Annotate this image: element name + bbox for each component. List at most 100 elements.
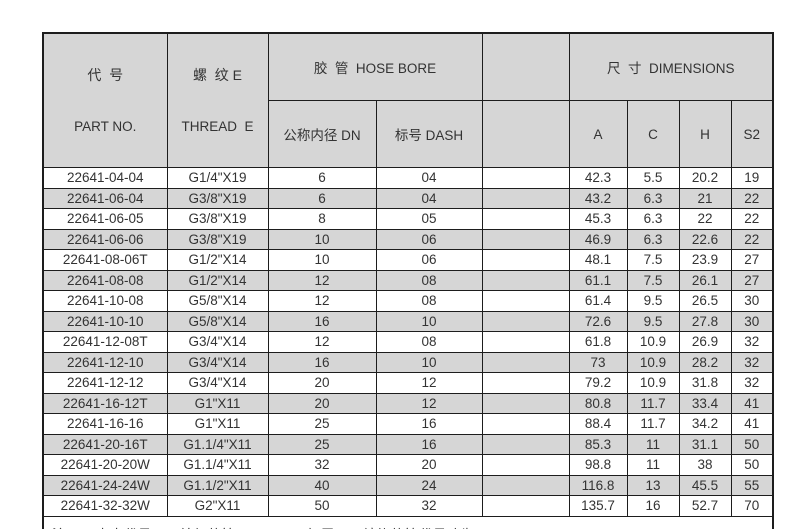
cell-dim-s2: 22 <box>730 228 774 250</box>
cell-part-no: 22641-08-06T <box>42 249 168 271</box>
cell-spacer <box>481 249 570 271</box>
notes-row: 注：1. 表中代号用于编织软管。2. 如需用于缠绕软管代号改为 22642-xx… <box>42 515 774 529</box>
cell-part-no: 22641-32-32W <box>42 495 168 517</box>
header-dim-a: A <box>568 100 628 168</box>
cell-part-no: 22641-20-16T <box>42 433 168 455</box>
cell-dn: 25 <box>267 413 377 435</box>
cell-dim-a: 42.3 <box>568 167 628 189</box>
cell-dim-a: 48.1 <box>568 249 628 271</box>
cell-dn: 20 <box>267 392 377 414</box>
cell-dim-s2: 41 <box>730 392 774 414</box>
cell-dim-c: 11.7 <box>626 392 680 414</box>
cell-dim-h: 23.9 <box>678 249 732 271</box>
cell-dim-c: 10.9 <box>626 331 680 353</box>
cell-spacer <box>481 372 570 394</box>
cell-spacer <box>481 290 570 312</box>
cell-thread: G1"X11 <box>166 392 269 414</box>
cell-dash: 10 <box>375 351 483 373</box>
cell-thread: G3/8"X19 <box>166 187 269 209</box>
cell-part-no: 22641-06-05 <box>42 208 168 230</box>
cell-thread: G1/2"X14 <box>166 269 269 291</box>
table-row: 22641-06-06 G3/8"X19 10 06 46.9 6.3 22.6 22 <box>42 228 774 250</box>
cell-dim-a: 98.8 <box>568 454 628 476</box>
cell-dash: 10 <box>375 310 483 332</box>
hose-fitting-spec-table: 代 号 PART NO. 螺 纹 E THREAD E 胶 管 HOSE BOR… <box>42 32 775 529</box>
cell-dn: 50 <box>267 495 377 517</box>
cell-dim-a: 79.2 <box>568 372 628 394</box>
cell-dim-h: 31.8 <box>678 372 732 394</box>
cell-dim-a: 72.6 <box>568 310 628 332</box>
header-dim-h: H <box>678 100 732 168</box>
cell-dim-h: 22 <box>678 208 732 230</box>
cell-dn: 32 <box>267 454 377 476</box>
table-row: 22641-12-10 G3/4"X14 16 10 73 10.9 28.2 32 <box>42 351 774 373</box>
cell-dim-h: 26.1 <box>678 269 732 291</box>
cell-dash: 08 <box>375 290 483 312</box>
cell-dim-a: 61.4 <box>568 290 628 312</box>
cell-dim-c: 6.3 <box>626 187 680 209</box>
cell-dn: 6 <box>267 187 377 209</box>
cell-dn: 16 <box>267 351 377 373</box>
cell-dim-h: 38 <box>678 454 732 476</box>
cell-dn: 12 <box>267 290 377 312</box>
cell-dim-c: 7.5 <box>626 249 680 271</box>
cell-spacer <box>481 208 570 230</box>
cell-part-no: 22641-10-08 <box>42 290 168 312</box>
cell-spacer <box>481 167 570 189</box>
cell-dash: 32 <box>375 495 483 517</box>
cell-spacer <box>481 413 570 435</box>
cell-dim-a: 85.3 <box>568 433 628 455</box>
table-row: 22641-10-08 G5/8"X14 12 08 61.4 9.5 26.5 30 <box>42 290 774 312</box>
cell-dim-h: 27.8 <box>678 310 732 332</box>
cell-dim-h: 45.5 <box>678 474 732 496</box>
cell-part-no: 22641-12-12 <box>42 372 168 394</box>
cell-dim-s2: 32 <box>730 331 774 353</box>
cell-part-no: 22641-12-10 <box>42 351 168 373</box>
cell-dim-s2: 41 <box>730 413 774 435</box>
cell-dim-c: 5.5 <box>626 167 680 189</box>
cell-thread: G1.1/4"X11 <box>166 454 269 476</box>
cell-dash: 05 <box>375 208 483 230</box>
note-zh-2: 2. 如需用于缠绕软管代号改为 22642-xx-xx。 <box>291 527 569 529</box>
cell-dim-s2: 55 <box>730 474 774 496</box>
cell-dim-c: 7.5 <box>626 269 680 291</box>
cell-thread: G1.1/2"X11 <box>166 474 269 496</box>
cell-dim-c: 11 <box>626 433 680 455</box>
cell-dim-c: 16 <box>626 495 680 517</box>
cell-dim-h: 22.6 <box>678 228 732 250</box>
cell-spacer <box>481 269 570 291</box>
cell-part-no: 22641-06-06 <box>42 228 168 250</box>
header-dn: 公称内径 DN <box>267 100 377 168</box>
cell-dash: 20 <box>375 454 483 476</box>
header-dimensions-group: 尺 寸 DIMENSIONS <box>568 32 774 102</box>
cell-part-no: 22641-04-04 <box>42 167 168 189</box>
cell-thread: G1"X11 <box>166 413 269 435</box>
cell-thread: G3/4"X14 <box>166 372 269 394</box>
cell-dim-h: 26.9 <box>678 331 732 353</box>
note-line-zh: 注：1. 表中代号用于编织软管。2. 如需用于缠绕软管代号改为 22642-xx… <box>52 524 764 529</box>
cell-dn: 40 <box>267 474 377 496</box>
cell-dn: 10 <box>267 249 377 271</box>
cell-dim-h: 20.2 <box>678 167 732 189</box>
cell-dim-a: 88.4 <box>568 413 628 435</box>
cell-spacer <box>481 392 570 414</box>
cell-thread: G1.1/4"X11 <box>166 433 269 455</box>
table-row: 22641-12-12 G3/4"X14 20 12 79.2 10.9 31.8 32 <box>42 372 774 394</box>
cell-part-no: 22641-16-12T <box>42 392 168 414</box>
header-spacer-top <box>481 32 570 102</box>
table-header: 代 号 PART NO. 螺 纹 E THREAD E 胶 管 HOSE BOR… <box>42 32 774 168</box>
table-row: 22641-04-04 G1/4"X19 6 04 42.3 5.5 20.2 19 <box>42 167 774 189</box>
cell-dim-a: 61.1 <box>568 269 628 291</box>
cell-thread: G1/4"X19 <box>166 167 269 189</box>
cell-dash: 06 <box>375 249 483 271</box>
cell-dim-h: 31.1 <box>678 433 732 455</box>
table-row: 22641-16-16 G1"X11 25 16 88.4 11.7 34.2 41 <box>42 413 774 435</box>
cell-spacer <box>481 495 570 517</box>
table-footnotes: 注：1. 表中代号用于编织软管。2. 如需用于缠绕软管代号改为 22642-xx… <box>42 515 774 529</box>
cell-dim-c: 9.5 <box>626 310 680 332</box>
note-zh-1: 注：1. 表中代号用于编织软管。 <box>52 524 291 529</box>
cell-thread: G3/8"X19 <box>166 208 269 230</box>
cell-dash: 08 <box>375 331 483 353</box>
cell-thread: G5/8"X14 <box>166 310 269 332</box>
cell-dn: 12 <box>267 331 377 353</box>
